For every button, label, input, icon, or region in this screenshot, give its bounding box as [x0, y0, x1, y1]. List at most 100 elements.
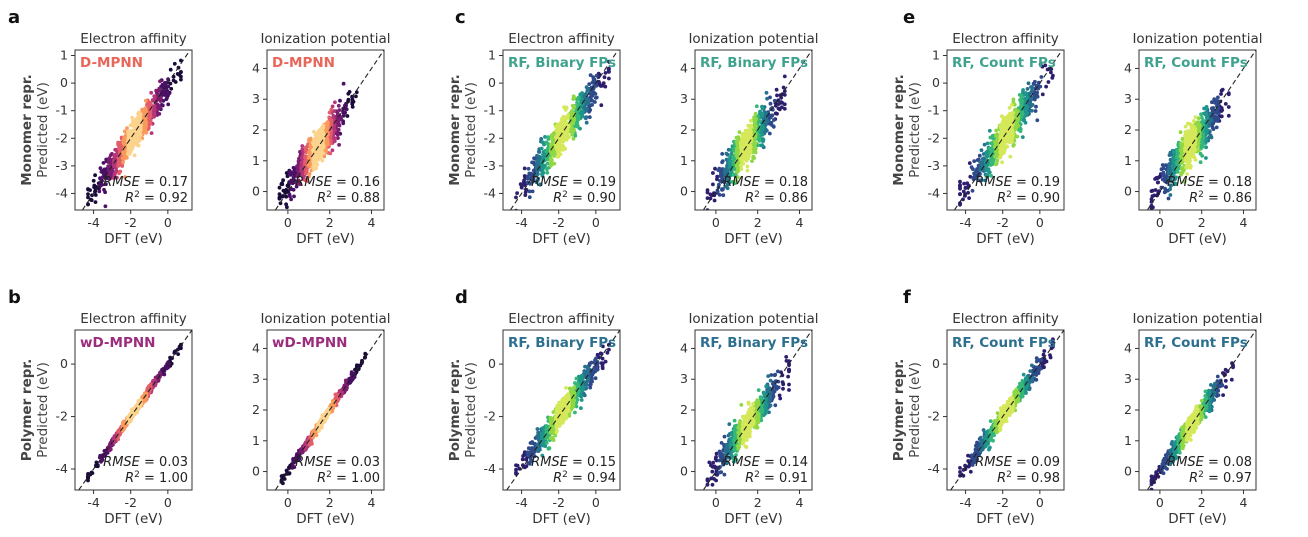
row-y-label: Monomer repr. Predicted (eV)	[891, 74, 923, 186]
scatter-point	[1202, 106, 1206, 111]
scatter-point	[168, 355, 173, 360]
scatter-point	[728, 180, 732, 185]
scatter-point	[327, 115, 332, 120]
scatter-point	[1168, 193, 1173, 197]
scatter-point	[588, 73, 593, 77]
x-tick-label: -4	[87, 215, 100, 230]
scatter-point	[1191, 119, 1196, 123]
scatter-point	[86, 192, 90, 197]
rmse-text: RMSE = 0.19	[531, 175, 616, 190]
scatter-point	[1189, 126, 1194, 130]
panel-letter: e	[903, 7, 915, 28]
axes-frame	[74, 49, 193, 211]
scatter-point	[346, 91, 351, 96]
scatter-point	[1151, 205, 1155, 210]
scatter-point	[316, 131, 321, 136]
scatter-point	[100, 182, 104, 187]
scatter-point	[575, 100, 579, 105]
scatter-point	[316, 157, 321, 162]
model-label: RF, Count FPs	[1144, 55, 1248, 71]
scatter-point	[100, 458, 105, 462]
scatter-point	[285, 205, 289, 210]
scatter-point	[1188, 165, 1193, 170]
x-tick-label: 0	[164, 215, 172, 230]
y-tick-label: 0	[252, 184, 260, 199]
panel-title: Ionization potential	[688, 31, 818, 47]
scatter-point	[115, 175, 119, 180]
scatter-point	[971, 167, 975, 172]
scatter-point	[125, 126, 129, 130]
scatter-point	[155, 113, 160, 117]
scatter-point	[363, 351, 368, 356]
scatter-point	[97, 189, 102, 194]
scatter-point	[350, 102, 355, 106]
scatter-point	[1002, 148, 1007, 152]
y-tick-label: -1	[928, 103, 940, 118]
panel-title: Electron affinity	[952, 31, 1059, 47]
scatter-point	[1161, 170, 1166, 175]
panel-title: Electron affinity	[80, 31, 187, 47]
scatter-point	[284, 171, 289, 175]
row-label-normal: Predicted (eV)	[907, 82, 923, 178]
x-tick-label: 0	[284, 215, 292, 230]
scatter-point	[570, 132, 574, 137]
x-axis-label: DFT (eV)	[532, 231, 591, 247]
scatter-point	[288, 169, 292, 174]
panel-letter: a	[8, 7, 20, 28]
scatter-point	[972, 159, 977, 164]
scatter-point	[343, 103, 347, 108]
y-tick-label: -2	[928, 130, 940, 145]
scatter-point	[1011, 100, 1016, 104]
rmse-text: RMSE = 0.16	[295, 175, 380, 190]
scatter-point	[136, 111, 141, 116]
scatter-point	[120, 164, 125, 168]
r2-text: R2 = 0.90	[553, 190, 616, 206]
r2-text: R2 = 0.88	[317, 190, 380, 206]
y-tick-label: 1	[680, 153, 688, 168]
scatter-point	[354, 90, 359, 95]
row-label-bold: Monomer repr.	[19, 74, 35, 186]
scatter-point	[526, 166, 531, 171]
scatter-point	[1021, 118, 1026, 123]
y-tick-label: 0	[1124, 184, 1132, 199]
scatter-point	[705, 190, 710, 195]
scatter-point	[316, 141, 321, 146]
identity-line	[953, 50, 1063, 210]
scatter-point	[523, 193, 528, 198]
scatter-point	[781, 85, 786, 90]
x-axis-label: DFT (eV)	[104, 511, 163, 527]
scatter-point	[1188, 158, 1192, 163]
scatter-point	[1025, 87, 1030, 91]
scatter-point	[1161, 166, 1166, 171]
scatter-point	[169, 86, 174, 91]
scatter-point	[720, 152, 725, 156]
r2-text: R2 = 0.92	[125, 190, 188, 206]
y-tick-label: 0	[488, 75, 496, 90]
scatter-point	[527, 195, 532, 200]
x-tick-label: 0	[1036, 215, 1044, 230]
panel-title: Electron affinity	[508, 31, 615, 47]
scatter-point	[537, 150, 542, 154]
scatter-point	[525, 176, 530, 181]
scatter-points	[86, 342, 183, 483]
x-tick-label: -4	[959, 215, 972, 230]
x-axis-label: DFT (eV)	[104, 231, 163, 247]
scatter-point	[768, 95, 772, 100]
scatter-point	[88, 188, 92, 193]
scatter-point	[776, 106, 781, 111]
scatter-point	[1214, 110, 1218, 115]
row-y-label: Monomer repr. Predicted (eV)	[19, 74, 51, 186]
identity-line	[81, 50, 191, 210]
scatter-point	[994, 161, 999, 166]
scatter-point	[90, 471, 95, 475]
scatter-point	[1149, 197, 1154, 202]
scatter-point	[149, 90, 154, 95]
scatter-point	[337, 143, 341, 147]
scatter-point	[1204, 145, 1208, 150]
scatter-point	[519, 185, 524, 190]
scatter-point	[1166, 196, 1171, 201]
identity-line	[78, 330, 192, 490]
x-axis-label: DFT (eV)	[724, 231, 783, 247]
